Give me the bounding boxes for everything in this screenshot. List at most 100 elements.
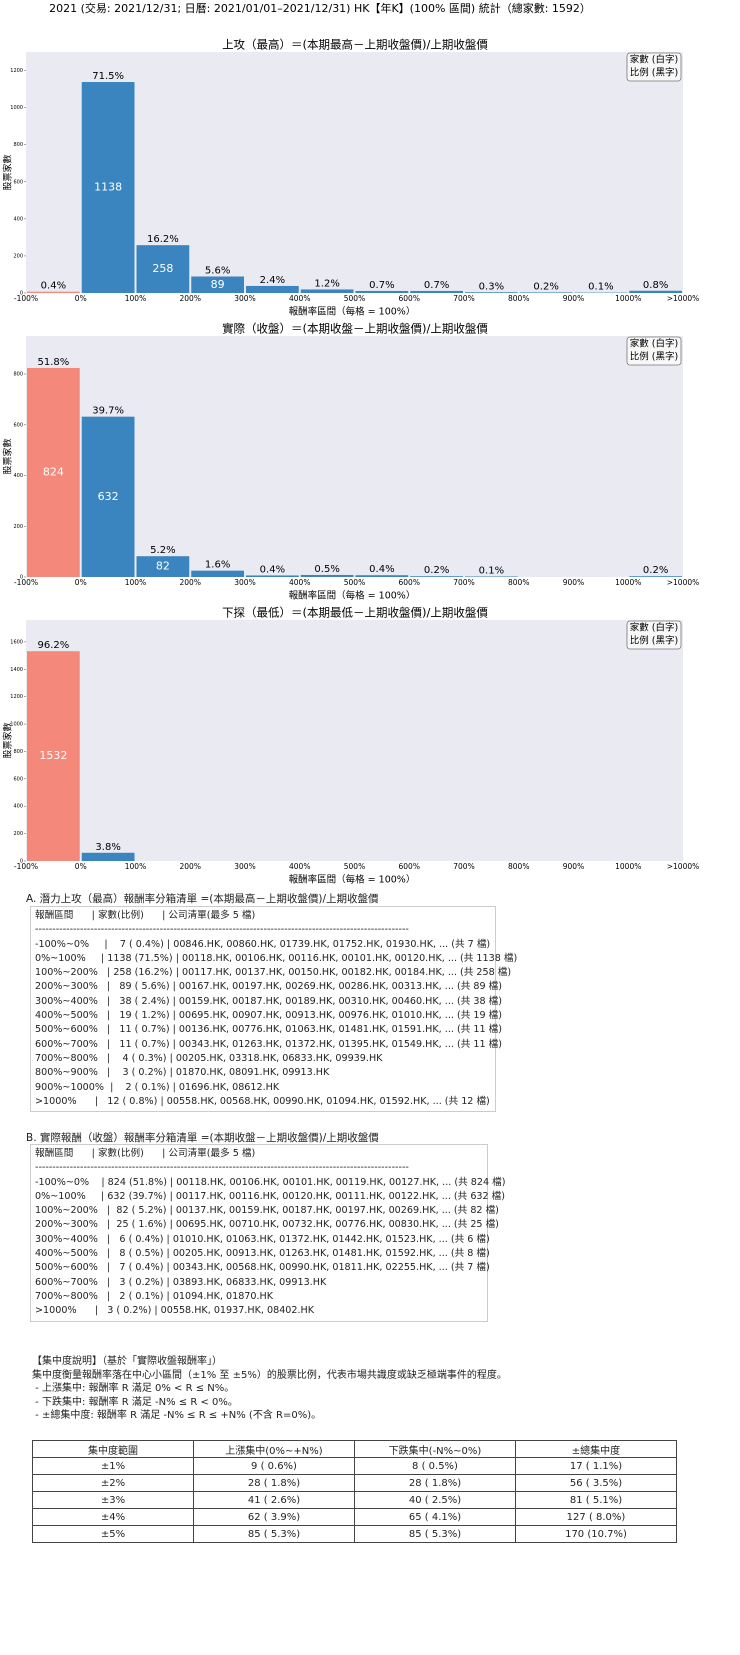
y-tick-label: 400 xyxy=(13,216,23,222)
bar xyxy=(465,292,518,293)
table-row: ±4% 62 ( 3.9%) 65 ( 4.1%) 127 ( 8.0%) xyxy=(32,1508,677,1526)
bar xyxy=(629,290,682,293)
y-tick-label: 600 xyxy=(13,179,23,185)
y-tick-label: 800 xyxy=(13,372,23,378)
note-line: - 上漲集中: 報酬率 R 滿足 0% < R ≤ N%。 xyxy=(32,1383,235,1394)
table-cell: 56 ( 3.5%) xyxy=(515,1474,677,1492)
percent-label: 5.6% xyxy=(205,266,230,277)
notes: 【集中度說明】（基於「實際收盤報酬率」） 集中度衡量報酬率落在中心小區間（±1% … xyxy=(32,1355,507,1423)
list-row: 300%~400% | 6 ( 0.4%) | 01010.HK, 01063.… xyxy=(35,1233,490,1245)
bar xyxy=(136,245,190,293)
percent-label: 3.8% xyxy=(95,842,120,853)
separator: ----------------------------------------… xyxy=(35,1162,409,1174)
x-axis-label: 報酬率區間（每格 = 100%） xyxy=(289,874,416,886)
x-tick-label: 500% xyxy=(344,862,365,871)
bar xyxy=(27,367,80,577)
x-tick-label: >1000% xyxy=(667,294,700,303)
table-header-cell: ±總集中度 xyxy=(515,1440,677,1458)
bar xyxy=(136,556,190,577)
table-cell: 127 ( 8.0%) xyxy=(515,1508,677,1526)
list-row: 200%~300% | 25 ( 1.6%) | 00695.HK, 00710… xyxy=(35,1219,499,1231)
x-tick-label: 400% xyxy=(289,294,310,303)
percent-label: 1.2% xyxy=(314,278,339,289)
percent-label: 51.8% xyxy=(37,357,69,368)
x-tick-label: 800% xyxy=(508,294,529,303)
x-tick-label: -100% xyxy=(14,862,38,871)
table-header-cell: 上漲集中(0%~+N%) xyxy=(193,1440,355,1458)
percent-label: 0.4% xyxy=(260,564,285,575)
list-row: 100%~200% | 82 ( 5.2%) | 00137.HK, 00159… xyxy=(35,1205,499,1217)
percent-label: 0.7% xyxy=(424,280,449,291)
table-cell: 41 ( 2.6%) xyxy=(193,1491,355,1509)
percent-label: 16.2% xyxy=(147,234,179,245)
bar xyxy=(465,576,518,577)
legend-entry: 家數 (白字) xyxy=(630,54,678,66)
bar xyxy=(410,290,463,293)
table-cell: ±4% xyxy=(32,1508,194,1526)
table-cell: 85 ( 5.3%) xyxy=(193,1525,355,1543)
x-tick-label: 200% xyxy=(180,862,201,871)
list-row: 300%~400% | 38 ( 2.4%) | 00159.HK, 00187… xyxy=(35,995,502,1007)
list-row: 700%~800% | 4 ( 0.3%) | 00205.HK, 03318.… xyxy=(35,1052,383,1064)
y-tick-label: 400 xyxy=(13,804,23,810)
x-tick-label: 0% xyxy=(75,862,87,871)
bar xyxy=(191,276,244,293)
legend-box xyxy=(626,336,682,366)
table-cell: ±2% xyxy=(32,1474,194,1492)
page-title: 2021 (交易: 2021/12/31; 日曆: 2021/01/01–202… xyxy=(49,1,591,15)
x-tick-label: 1000% xyxy=(615,294,641,303)
x-tick-label: 700% xyxy=(453,862,474,871)
bar xyxy=(81,416,135,577)
bar xyxy=(300,574,354,577)
bar xyxy=(355,290,409,293)
x-tick-label: 800% xyxy=(508,862,529,871)
table-cell: ±3% xyxy=(32,1491,194,1509)
legend-entry: 比例 (黑字) xyxy=(630,67,678,79)
list-row: -100%~0% | 824 (51.8%) | 00118.HK, 00106… xyxy=(35,1176,506,1188)
table-cell: 81 ( 5.1%) xyxy=(515,1491,677,1509)
y-tick-label: 1200 xyxy=(10,68,23,74)
percent-label: 0.1% xyxy=(479,565,504,576)
x-tick-label: 700% xyxy=(453,294,474,303)
y-axis-label: 股票家數 xyxy=(2,154,14,190)
y-tick-label: 0 xyxy=(20,575,23,581)
table-cell: 85 ( 5.3%) xyxy=(354,1525,516,1543)
x-tick-label: 800% xyxy=(508,578,529,587)
legend-entry: 家數 (白字) xyxy=(630,622,678,634)
x-tick-label: 500% xyxy=(344,294,365,303)
y-tick-label: 400 xyxy=(13,473,23,479)
percent-label: 1.6% xyxy=(205,560,230,571)
list-box: 報酬區間 | 家數(比例) | 公司清單(最多 5 檔) ------------… xyxy=(30,1144,506,1322)
y-tick-label: 1200 xyxy=(10,694,23,700)
percent-label: 0.1% xyxy=(588,282,613,293)
list-row: >1000% | 3 ( 0.2%) | 00558.HK, 01937.HK,… xyxy=(35,1305,315,1317)
legend-entry: 比例 (黑字) xyxy=(630,351,678,363)
bar xyxy=(246,575,299,577)
x-tick-label: 300% xyxy=(234,578,255,587)
plot-area xyxy=(26,336,683,577)
x-tick-label: 700% xyxy=(453,578,474,587)
list-header: 報酬區間 | 家數(比例) | 公司清單(最多 5 檔) xyxy=(35,910,256,921)
x-tick-label: 300% xyxy=(234,294,255,303)
y-tick-label: 1600 xyxy=(10,639,23,645)
y-tick-label: 200 xyxy=(13,253,23,259)
percent-label: 0.8% xyxy=(643,280,668,291)
x-tick-label: 600% xyxy=(399,294,420,303)
y-tick-label: 600 xyxy=(13,422,23,428)
table-cell: 9 ( 0.6%) xyxy=(193,1457,355,1475)
list-row: 200%~300% | 89 ( 5.6%) | 00167.HK, 00197… xyxy=(35,981,502,993)
percent-label: 39.7% xyxy=(92,406,124,417)
note-line: 集中度衡量報酬率落在中心小區間（±1% 至 ±5%）的股票比例，代表市場共識度或… xyxy=(32,1369,507,1381)
list-row: -100%~0% | 7 ( 0.4%) | 00846.HK, 00860.H… xyxy=(35,938,491,950)
legend-entry: 家數 (白字) xyxy=(630,338,678,350)
x-tick-label: 900% xyxy=(563,862,584,871)
y-axis-label: 股票家數 xyxy=(2,722,14,758)
chart-title: 實際（收盤）＝(本期收盤－上期收盤價)/上期收盤價 xyxy=(222,322,488,336)
x-tick-label: 100% xyxy=(125,294,146,303)
count-label: 89 xyxy=(211,278,225,291)
bar xyxy=(27,291,80,293)
list-row: 500%~600% | 7 ( 0.4%) | 00343.HK, 00568.… xyxy=(35,1262,490,1274)
x-tick-label: 600% xyxy=(399,578,420,587)
list-row: 400%~500% | 8 ( 0.5%) | 00205.HK, 00913.… xyxy=(35,1248,490,1260)
x-tick-label: 600% xyxy=(399,862,420,871)
